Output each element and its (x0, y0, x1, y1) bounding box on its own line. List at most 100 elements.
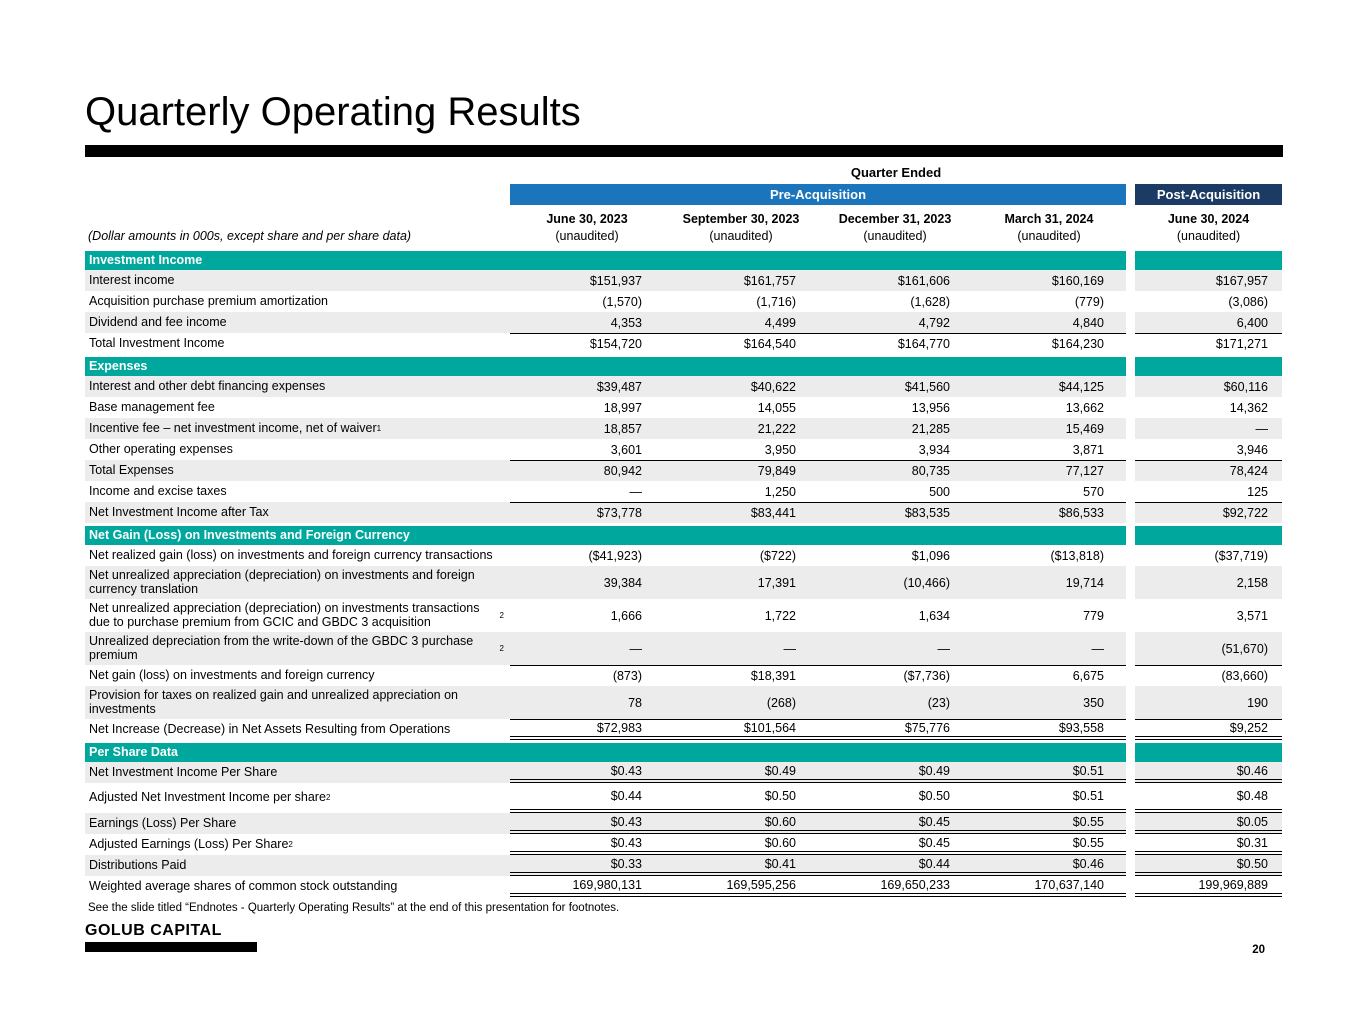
table-row: Net realized gain (loss) on investments … (85, 545, 1283, 566)
value-cell: — (629, 484, 643, 499)
value-cell: 17,391 (664, 566, 818, 599)
column-gutter (1126, 545, 1135, 566)
row-label: Unrealized depreciation from the write-d… (85, 632, 510, 665)
row-label-text: Total Expenses (89, 462, 174, 477)
value-cell: $92,722 (1135, 502, 1282, 523)
value-cell: (23) (818, 686, 972, 719)
value-cell: $0.50 (664, 783, 818, 813)
value-cell: 3,946 (1236, 442, 1268, 457)
value-cell: 21,222 (664, 418, 818, 439)
date-header-row: June 30, 2023 September 30, 2023 Decembe… (85, 205, 1283, 228)
column-gutter (1126, 813, 1135, 834)
quarter-ended-row: Quarter Ended (85, 157, 1283, 184)
row-label-text: Interest income (89, 272, 175, 287)
value-cell: (1,570) (602, 294, 642, 309)
table-row: Net Investment Income Per Share $0.43 $0.4… (85, 762, 1283, 783)
value-cell: $164,230 (972, 333, 1126, 354)
value-cell: 1,666 (610, 608, 642, 623)
section-header-post-segment (1135, 526, 1282, 545)
section-header-row: Net Gain (Loss) on Investments and Forei… (85, 526, 1283, 545)
value-cell: $0.50 (1135, 855, 1282, 876)
value-cell: $154,720 (510, 333, 664, 354)
value-cell: 125 (1247, 484, 1268, 499)
column-gutter (1126, 834, 1135, 855)
column-gutter (1126, 502, 1135, 523)
row-label: Interest and other debt financing expens… (85, 376, 510, 397)
value-cell: ($13,818) (1050, 548, 1104, 563)
row-label: Earnings (Loss) Per Share (85, 813, 510, 834)
value-cell: $41,560 (818, 376, 972, 397)
value-cell: 350 (972, 686, 1126, 719)
value-cell: ($41,923) (588, 548, 642, 563)
table-body: Investment Income Interest income $151,937… (85, 251, 1283, 897)
value-cell: 79,849 (664, 460, 818, 481)
column-gutter (1126, 632, 1135, 665)
row-label-text: Net gain (loss) on investments and forei… (89, 667, 375, 682)
value-cell: — (818, 632, 972, 665)
value-cell: 4,792 (818, 312, 972, 333)
value-cell: $40,622 (664, 376, 818, 397)
value-cell: 6,400 (1135, 312, 1282, 333)
page-title: Quarterly Operating Results (85, 90, 581, 134)
table-row: Interest income $151,937 $161,757 $161,606 $… (85, 270, 1283, 291)
quarterly-results-table: Quarter Ended Pre-Acquisition Post-Acqui… (85, 157, 1283, 897)
value-cell: $73,778 (510, 502, 664, 523)
value-cell: $0.31 (1135, 834, 1282, 855)
row-label-text: Unrealized depreciation from the write-d… (89, 634, 474, 662)
value-cell: 1,722 (764, 608, 796, 623)
value-cell: $0.55 (972, 834, 1126, 855)
value-cell: (1,716) (756, 294, 796, 309)
row-label-text: Net Investment Income Per Share (89, 764, 278, 779)
section-title: Per Share Data (85, 743, 1126, 762)
value-cell: $0.46 (972, 855, 1126, 876)
section-header-post-segment (1135, 251, 1282, 270)
column-header-date: June 30, 2024 (1167, 212, 1250, 226)
column-header-date: September 30, 2023 (682, 212, 800, 226)
value-cell: $83,535 (818, 502, 972, 523)
pre-acquisition-header: Pre-Acquisition (510, 184, 1126, 205)
row-label-text: Net Investment Income after Tax (89, 504, 269, 519)
row-label: Base management fee (85, 397, 510, 418)
golub-capital-logo: GOLUB CAPITAL (85, 922, 1283, 952)
row-label-text: Earnings (Loss) Per Share (89, 815, 237, 830)
spacer (85, 184, 510, 205)
page-number: 20 (1252, 944, 1265, 956)
table-row: Other operating expenses 3,601 3,950 3,934 3… (85, 439, 1283, 460)
value-cell: $0.45 (818, 834, 972, 855)
row-label: Total Expenses (85, 460, 510, 481)
column-gutter (1126, 481, 1135, 502)
value-cell: $101,564 (664, 719, 818, 740)
value-cell: (779) (1074, 294, 1104, 309)
value-cell: (83,660) (1135, 665, 1282, 686)
value-cell: 13,662 (1065, 400, 1104, 415)
value-cell: (10,466) (818, 566, 972, 599)
column-header-unaudited: (unaudited) (555, 229, 619, 243)
value-cell: 169,595,256 (664, 876, 818, 897)
unaudited-header-row: (Dollar amounts in 000s, except share an… (85, 228, 1283, 248)
value-cell: $0.43 (510, 762, 664, 783)
value-cell: $0.33 (510, 855, 664, 876)
row-label-text: Provision for taxes on realized gain and… (89, 688, 458, 716)
column-gutter (1126, 251, 1135, 270)
table-row: Incentive fee – net investment income, n… (85, 418, 1283, 439)
row-label: Acquisition purchase premium amortizatio… (85, 291, 510, 312)
column-gutter (1126, 855, 1135, 876)
column-gutter (1126, 743, 1135, 762)
spacer (85, 205, 510, 228)
value-cell: 14,362 (1229, 400, 1268, 415)
value-cell: $75,776 (818, 719, 972, 740)
table-row: Interest and other debt financing expens… (85, 376, 1283, 397)
column-gutter (1126, 686, 1135, 719)
value-cell: $39,487 (510, 376, 664, 397)
column-header-unaudited: (unaudited) (1017, 229, 1081, 243)
value-cell: — (1135, 418, 1282, 439)
row-label-text: Adjusted Earnings (Loss) Per Share (89, 836, 289, 851)
value-cell: 3,571 (1236, 608, 1268, 623)
value-cell: $0.05 (1135, 813, 1282, 834)
value-cell: 199,969,889 (1135, 876, 1282, 897)
value-cell: $0.48 (1135, 783, 1282, 813)
row-label-text: Other operating expenses (89, 441, 233, 456)
value-cell: (51,670) (1135, 632, 1282, 665)
value-cell: $0.43 (510, 834, 664, 855)
row-label: Interest income (85, 270, 510, 291)
